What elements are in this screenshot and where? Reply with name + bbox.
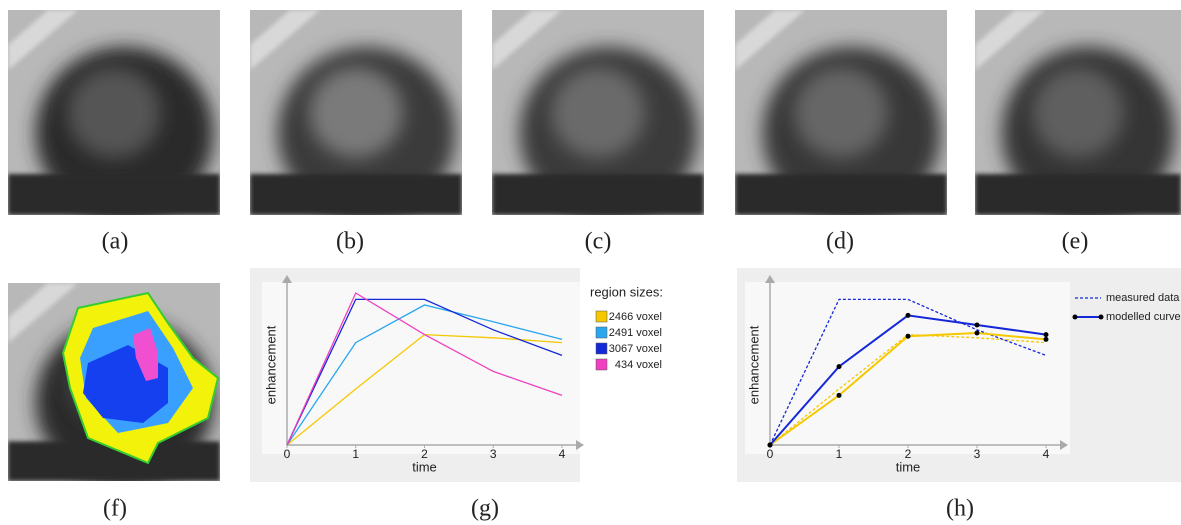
- mri-stripes: [8, 283, 78, 343]
- x-tick-label: 0: [284, 447, 291, 461]
- mri-stripes: [735, 10, 805, 70]
- mri-stripes: [250, 10, 320, 70]
- mri-lesion: [1032, 67, 1124, 158]
- legend-label: measured data: [1106, 292, 1180, 304]
- series-line: [286, 292, 563, 446]
- data-point: [1043, 336, 1049, 342]
- plot-area: [745, 282, 1070, 454]
- legend-label: 2491 voxel: [609, 327, 662, 339]
- panel-caption: (e): [1062, 229, 1089, 255]
- x-tick-label: 0: [767, 447, 774, 461]
- x-tick-label: 4: [559, 447, 566, 461]
- x-axis-arrow: [1060, 440, 1068, 450]
- x-tick-label: 1: [836, 447, 843, 461]
- x-axis-arrow: [576, 440, 584, 450]
- panel-caption: (b): [336, 229, 364, 255]
- mri-panel: [975, 10, 1181, 215]
- panel-caption: (h): [946, 496, 974, 522]
- data-point: [836, 364, 842, 370]
- x-tick-label: 3: [974, 447, 981, 461]
- legend-label: modelled curve: [1106, 311, 1181, 323]
- series-line: [286, 304, 563, 446]
- plot-area: [262, 282, 580, 454]
- legend-swatch: [595, 326, 608, 339]
- series-line: [769, 298, 1047, 446]
- legend-label: 2466 voxel: [609, 311, 662, 323]
- legend-label: 3067 voxel: [609, 343, 662, 355]
- mri-images: [8, 10, 1181, 481]
- panel-caption: (c): [585, 229, 612, 255]
- legend-swatch: [595, 358, 608, 371]
- data-point: [1043, 332, 1049, 338]
- data-point: [836, 392, 842, 398]
- mri-lower-dark: [8, 174, 220, 215]
- mri-lesion: [794, 67, 888, 158]
- mri-lower-dark: [975, 174, 1181, 215]
- panel-caption: (g): [471, 496, 499, 522]
- panel-caption: (f): [103, 496, 127, 522]
- x-tick-label: 3: [490, 447, 497, 461]
- y-axis-label: enhancement: [746, 325, 761, 404]
- legend-swatch: [595, 342, 608, 355]
- legend-title: region sizes:: [590, 284, 663, 299]
- x-axis-label: time: [412, 459, 437, 474]
- y-axis-label: enhancement: [263, 325, 278, 404]
- data-point: [974, 330, 980, 336]
- x-tick-label: 4: [1043, 447, 1050, 461]
- mri-lesion: [309, 67, 403, 158]
- panel-caption: (d): [826, 229, 854, 255]
- data-point: [905, 333, 911, 339]
- y-axis-arrow: [282, 275, 292, 283]
- mri-stripes: [8, 10, 78, 70]
- y-axis-arrow: [765, 275, 775, 283]
- mri-stripes: [492, 10, 562, 70]
- x-tick-label: 2: [905, 447, 912, 461]
- mri-panel: [8, 283, 220, 481]
- x-tick-label: 2: [421, 447, 428, 461]
- mri-lower-dark: [492, 174, 704, 215]
- data-point: [767, 442, 773, 448]
- mri-lower-dark: [735, 174, 947, 215]
- mri-lesion: [551, 67, 645, 158]
- legend-swatch: [595, 310, 608, 323]
- legend-marker: [1098, 314, 1104, 320]
- legend-marker: [1072, 314, 1078, 320]
- panel-caption: (a): [102, 229, 129, 255]
- x-tick-label: 1: [352, 447, 359, 461]
- mri-panel: [735, 10, 947, 215]
- mri-stripes: [975, 10, 1045, 70]
- series-line: [286, 298, 563, 446]
- legend-label: 434 voxel: [615, 359, 662, 371]
- mri-panel: [492, 10, 704, 215]
- mri-panel: [8, 10, 220, 215]
- mri-lower-dark: [250, 174, 462, 215]
- mri-panel: [250, 10, 462, 215]
- x-axis-label: time: [896, 459, 921, 474]
- segment-pink: [133, 328, 158, 381]
- mri-lesion: [67, 67, 161, 158]
- data-point: [974, 322, 980, 328]
- data-point: [905, 312, 911, 318]
